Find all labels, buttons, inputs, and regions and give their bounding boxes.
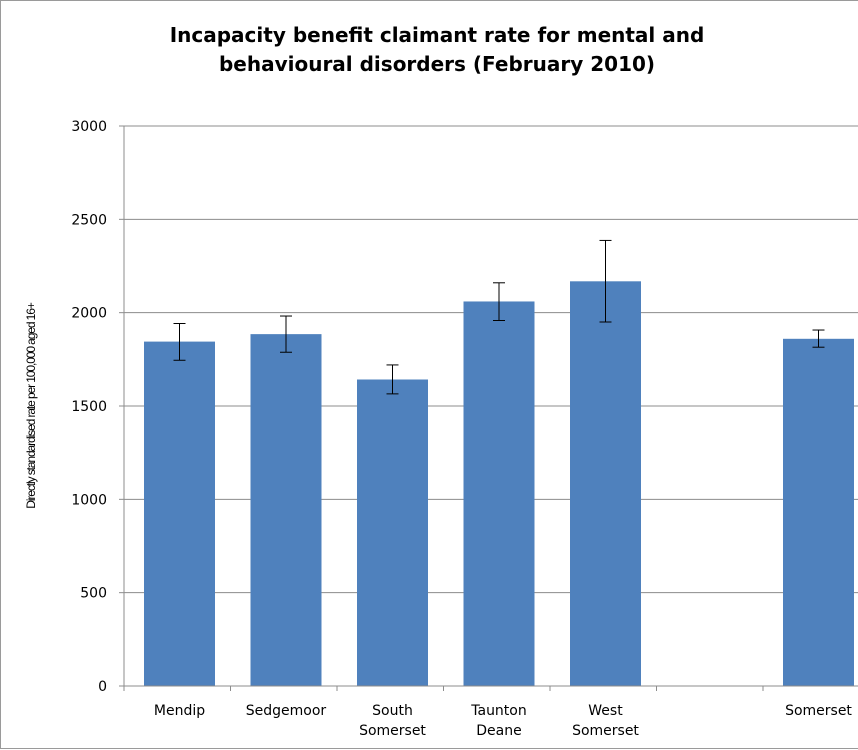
x-category-label: Mendip <box>154 703 205 719</box>
y-tick-label: 3000 <box>71 119 107 135</box>
chart-title-line-1: Incapacity benefit claimant rate for men… <box>169 23 705 47</box>
bar <box>250 334 322 686</box>
bar <box>144 341 215 686</box>
x-category-label: West <box>588 703 623 719</box>
bar <box>357 379 428 686</box>
x-category-label: Taunton <box>470 703 527 719</box>
chart-title: Incapacity benefit claimant rate for men… <box>61 21 813 79</box>
x-category-label: Somerset <box>572 723 639 739</box>
y-tick-label: 2000 <box>71 306 107 322</box>
y-tick-label: 1000 <box>71 492 107 508</box>
x-category-label: Deane <box>476 723 521 739</box>
bar <box>783 338 854 686</box>
x-category-label: South <box>372 703 413 719</box>
bar <box>570 281 641 686</box>
bar <box>463 301 535 686</box>
chart-title-line-2: behavioural disorders (February 2010) <box>218 52 656 76</box>
y-tick-label: 500 <box>80 586 107 602</box>
y-tick-label: 1500 <box>71 399 107 415</box>
x-category-label: Sedgemoor <box>246 703 327 719</box>
x-category-label: Somerset <box>785 703 852 719</box>
y-tick-label: 0 <box>98 679 107 695</box>
x-category-label: Somerset <box>359 723 426 739</box>
y-tick-label: 2500 <box>71 212 107 228</box>
